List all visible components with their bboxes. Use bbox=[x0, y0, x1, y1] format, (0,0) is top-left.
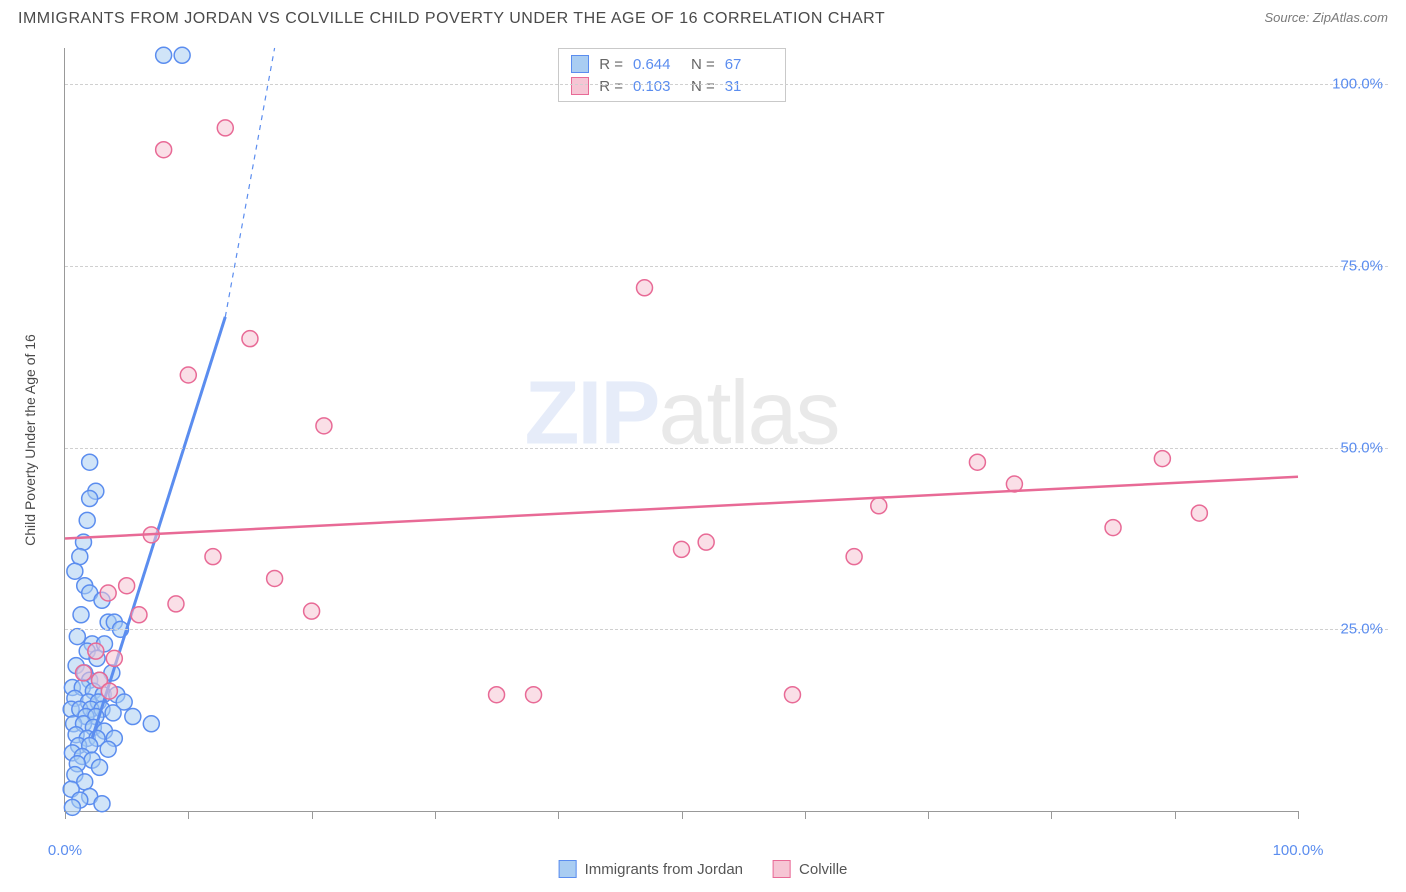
chart-header: IMMIGRANTS FROM JORDAN VS COLVILLE CHILD… bbox=[0, 0, 1406, 34]
legend-label: Colville bbox=[799, 861, 847, 878]
data-point bbox=[64, 799, 80, 815]
data-point bbox=[75, 665, 91, 681]
data-point bbox=[674, 541, 690, 557]
data-point bbox=[156, 142, 172, 158]
trend-line-extrapolated bbox=[225, 48, 274, 317]
x-tick-label: 0.0% bbox=[48, 842, 82, 859]
data-point bbox=[100, 741, 116, 757]
x-tick bbox=[1298, 811, 1299, 819]
x-tick bbox=[682, 811, 683, 819]
x-tick bbox=[805, 811, 806, 819]
data-point bbox=[1105, 520, 1121, 536]
data-point bbox=[316, 418, 332, 434]
data-point bbox=[125, 709, 141, 725]
data-point bbox=[784, 687, 800, 703]
data-point bbox=[180, 367, 196, 383]
data-point bbox=[101, 683, 117, 699]
data-point bbox=[1191, 505, 1207, 521]
data-point bbox=[92, 759, 108, 775]
grid-line bbox=[65, 448, 1388, 449]
x-tick bbox=[65, 811, 66, 819]
data-point bbox=[969, 454, 985, 470]
y-tick-label: 100.0% bbox=[1332, 76, 1383, 93]
data-point bbox=[131, 607, 147, 623]
x-tick bbox=[435, 811, 436, 819]
data-point bbox=[82, 454, 98, 470]
grid-line bbox=[65, 266, 1388, 267]
data-point bbox=[489, 687, 505, 703]
legend-item: Colville bbox=[773, 860, 847, 878]
source-name: ZipAtlas.com bbox=[1313, 10, 1388, 25]
legend-swatch bbox=[559, 860, 577, 878]
grid-line bbox=[65, 629, 1388, 630]
x-tick bbox=[1051, 811, 1052, 819]
y-tick-label: 25.0% bbox=[1340, 621, 1383, 638]
x-tick-label: 100.0% bbox=[1273, 842, 1324, 859]
data-point bbox=[73, 607, 89, 623]
data-point bbox=[304, 603, 320, 619]
chart-title: IMMIGRANTS FROM JORDAN VS COLVILLE CHILD… bbox=[18, 10, 885, 28]
data-point bbox=[698, 534, 714, 550]
data-point bbox=[242, 331, 258, 347]
source-prefix: Source: bbox=[1264, 10, 1312, 25]
data-point bbox=[156, 47, 172, 63]
data-point bbox=[100, 585, 116, 601]
y-tick-label: 75.0% bbox=[1340, 258, 1383, 275]
data-point bbox=[72, 549, 88, 565]
data-point bbox=[88, 643, 104, 659]
data-point bbox=[168, 596, 184, 612]
source-attribution: Source: ZipAtlas.com bbox=[1264, 10, 1388, 25]
data-point bbox=[1154, 451, 1170, 467]
series-legend: Immigrants from Jordan Colville bbox=[559, 860, 848, 878]
legend-swatch bbox=[773, 860, 791, 878]
y-axis-label: Child Poverty Under the Age of 16 bbox=[22, 334, 38, 546]
plot-area: ZIPatlas R =0.644N =67R =0.103N =31 25.0… bbox=[64, 48, 1298, 812]
legend-label: Immigrants from Jordan bbox=[585, 861, 743, 878]
data-point bbox=[67, 563, 83, 579]
data-point bbox=[143, 716, 159, 732]
trend-line bbox=[92, 317, 225, 738]
data-point bbox=[82, 491, 98, 507]
data-point bbox=[205, 549, 221, 565]
data-point bbox=[267, 570, 283, 586]
data-point bbox=[106, 650, 122, 666]
x-tick bbox=[928, 811, 929, 819]
data-point bbox=[105, 705, 121, 721]
data-point bbox=[174, 47, 190, 63]
x-tick bbox=[188, 811, 189, 819]
data-point bbox=[79, 512, 95, 528]
grid-line bbox=[65, 84, 1388, 85]
y-tick-label: 50.0% bbox=[1340, 439, 1383, 456]
x-tick bbox=[312, 811, 313, 819]
x-tick bbox=[558, 811, 559, 819]
data-point bbox=[526, 687, 542, 703]
data-point bbox=[637, 280, 653, 296]
data-point bbox=[846, 549, 862, 565]
data-point bbox=[119, 578, 135, 594]
data-point bbox=[217, 120, 233, 136]
data-point bbox=[871, 498, 887, 514]
legend-item: Immigrants from Jordan bbox=[559, 860, 743, 878]
chart-container: Child Poverty Under the Age of 16 ZIPatl… bbox=[50, 48, 1388, 832]
data-point bbox=[94, 796, 110, 812]
x-tick bbox=[1175, 811, 1176, 819]
data-point bbox=[69, 629, 85, 645]
scatter-plot-svg bbox=[65, 48, 1298, 811]
